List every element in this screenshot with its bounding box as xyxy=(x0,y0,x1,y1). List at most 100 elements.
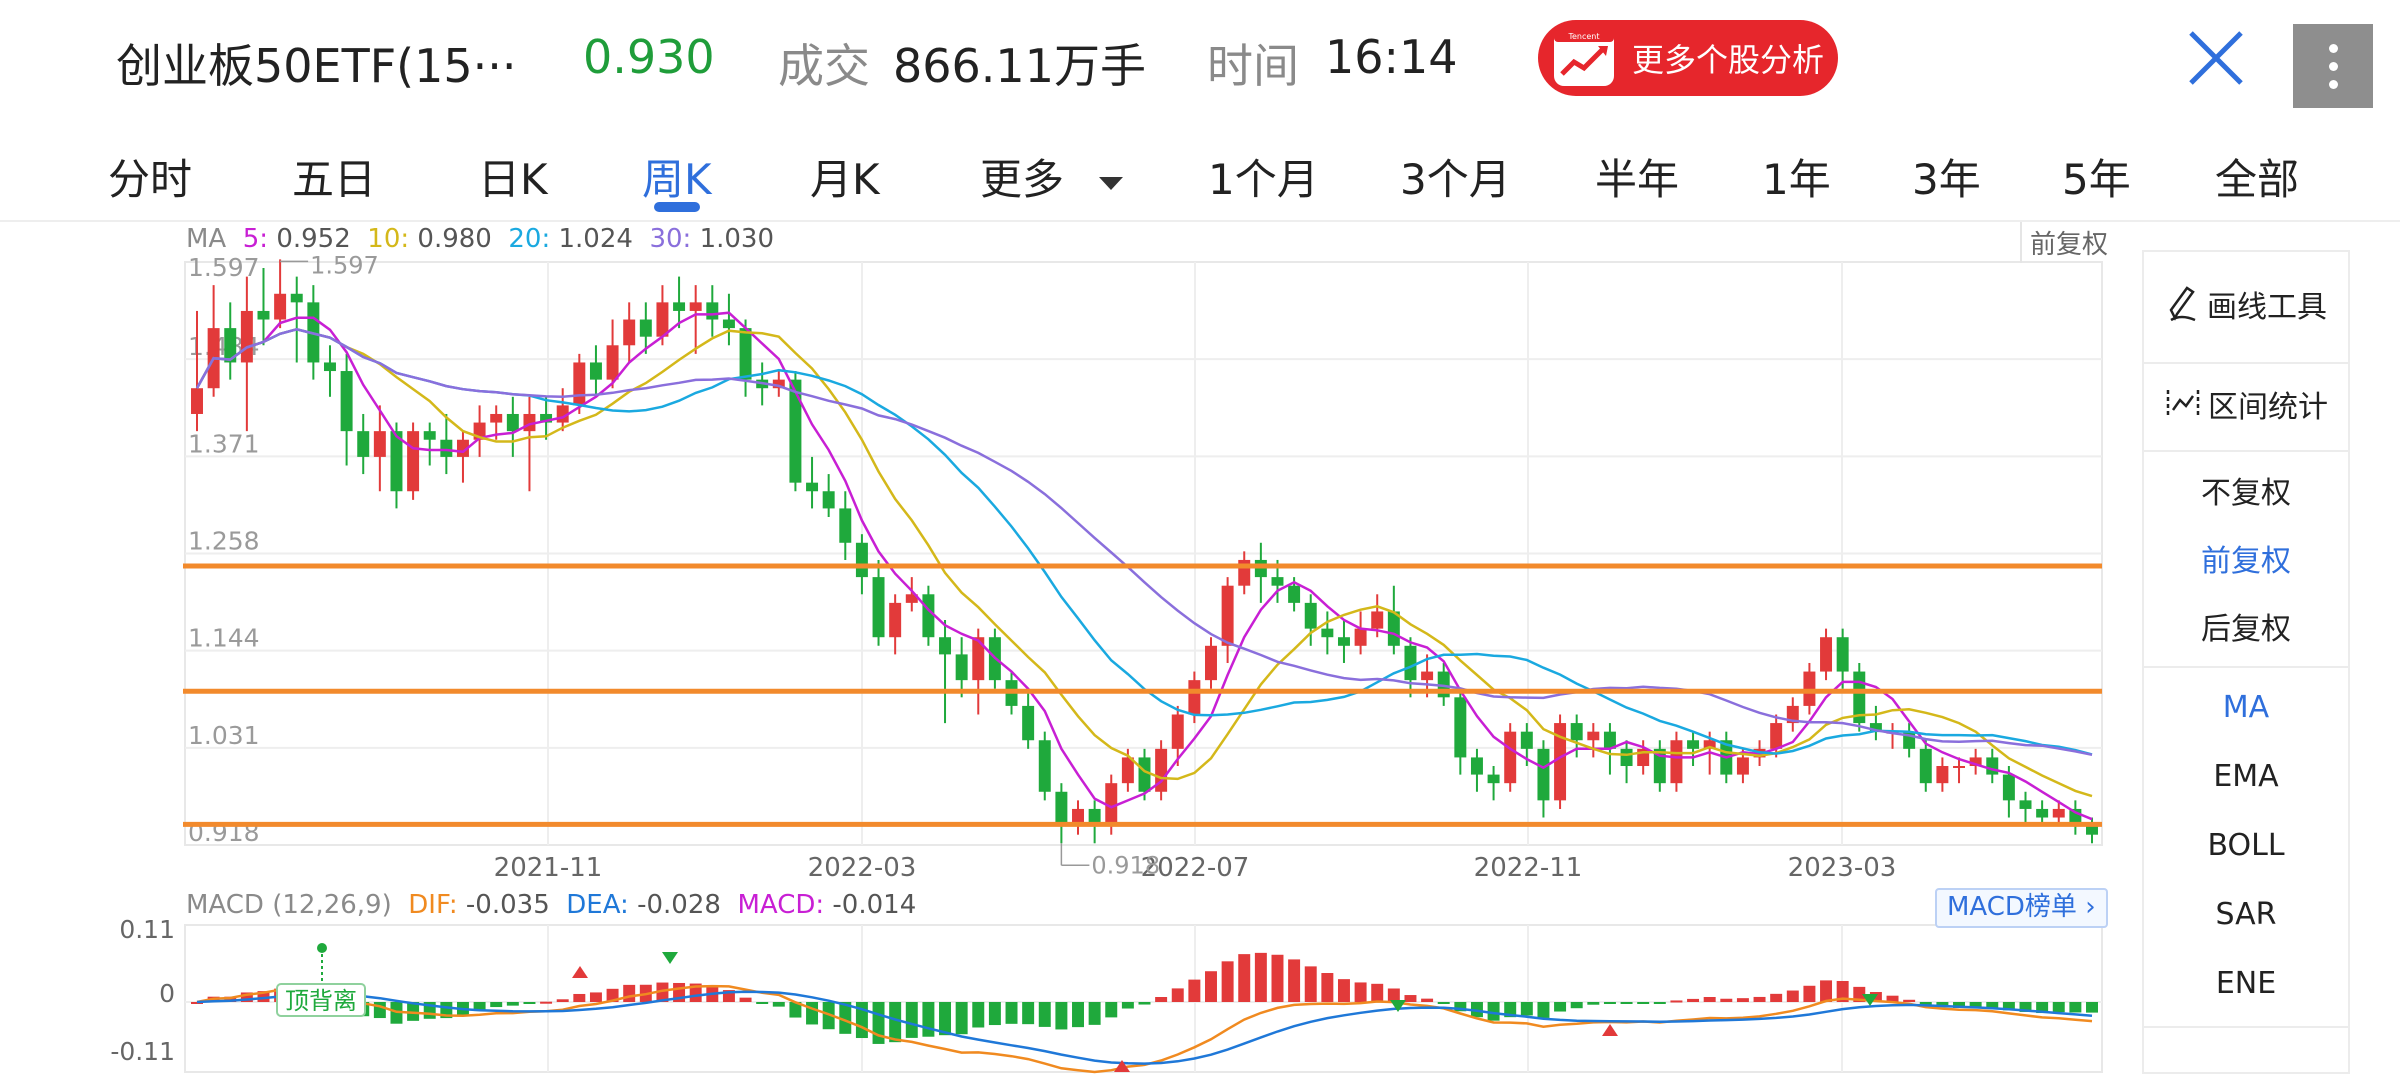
macd-params: (12,26,9) xyxy=(272,890,392,920)
macd-hist-bar xyxy=(1371,983,1384,1002)
ma10-value: 0.980 xyxy=(417,224,492,254)
candle-body xyxy=(656,302,669,337)
active-tab-indicator xyxy=(654,202,700,212)
x-tick-label: 2021-11 xyxy=(494,853,603,883)
indicator-boll[interactable]: BOLL xyxy=(2207,828,2285,863)
macd-hist-bar xyxy=(523,1002,536,1004)
x-tick-label: 2022-03 xyxy=(808,853,917,883)
candle-body xyxy=(1188,680,1201,715)
dif-label: DIF: xyxy=(408,890,458,920)
candle-body xyxy=(623,319,636,346)
x-tick-label: 2023-03 xyxy=(1788,853,1897,883)
ma5-label: 5: xyxy=(242,224,269,254)
macd-hist-bar xyxy=(1038,1002,1051,1027)
tab-weekly-k[interactable]: 周K xyxy=(642,155,712,204)
indicator-ene[interactable]: ENE xyxy=(2215,966,2277,1001)
macd-hist-bar xyxy=(839,1002,852,1034)
candle-body xyxy=(523,413,536,432)
macd-hist-bar xyxy=(1653,1002,1666,1004)
adjust-forward[interactable]: 前复权 xyxy=(2201,544,2291,579)
tab-3-year[interactable]: 3年 xyxy=(1912,155,1981,204)
candle-body xyxy=(1321,628,1334,638)
macd-hist-bar xyxy=(1387,988,1400,1002)
more-analysis-button[interactable]: Tencent 更多个股分析 xyxy=(1538,20,1838,96)
macd-hist-bar xyxy=(1570,1002,1583,1009)
tab-3-month[interactable]: 3个月 xyxy=(1400,155,1511,204)
candle-body xyxy=(1969,757,1982,767)
cross-marker-icon xyxy=(1390,1000,1406,1012)
macd-hist-bar xyxy=(972,1002,985,1028)
macd-hist-bar xyxy=(1188,979,1201,1002)
candle-body xyxy=(1072,808,1084,827)
candle-body xyxy=(573,362,586,406)
indicator-ma[interactable]: MA xyxy=(2222,690,2270,725)
candle-body xyxy=(1703,740,1716,749)
macd-hist-bar xyxy=(589,992,602,1002)
candle-body xyxy=(1304,602,1317,629)
macd-rank-button[interactable]: MACD榜单 › xyxy=(1935,888,2108,928)
cross-marker-icon xyxy=(662,952,678,964)
tab-monthly-k[interactable]: 月K xyxy=(810,155,880,204)
macd-value: -0.014 xyxy=(832,890,917,920)
y-tick-label: 1.144 xyxy=(188,624,260,653)
macd-hist-bar xyxy=(689,983,702,1002)
dif-line xyxy=(196,984,2093,1074)
tab-intraday[interactable]: 分时 xyxy=(108,155,193,204)
candle-body xyxy=(373,431,386,457)
draw-tool-button[interactable]: 画线工具 xyxy=(2144,274,2348,334)
candle-body xyxy=(473,422,486,440)
candle-body xyxy=(456,439,469,457)
candle-body xyxy=(1105,783,1118,827)
adjust-none[interactable]: 不复权 xyxy=(2201,476,2291,511)
candle-body xyxy=(1254,559,1267,578)
close-icon[interactable] xyxy=(2186,28,2246,88)
macd-hist-bar xyxy=(1736,998,1749,1002)
tab-five-day[interactable]: 五日 xyxy=(292,155,377,204)
adjust-backward[interactable]: 后复权 xyxy=(2201,612,2291,647)
macd-rank-label: MACD榜单 xyxy=(1947,892,2077,922)
macd-hist-bar xyxy=(1337,979,1350,1002)
divergence-dot xyxy=(317,943,327,953)
candle-body xyxy=(1155,748,1168,792)
range-stat-icon xyxy=(2166,390,2200,418)
macd-hist-bar xyxy=(191,1002,203,1004)
indicator-ema[interactable]: EMA xyxy=(2213,759,2279,794)
macd-hist-bar xyxy=(872,1002,885,1044)
more-options-icon[interactable] xyxy=(2293,24,2373,108)
ma30-line xyxy=(195,328,2093,757)
chevron-right-icon: › xyxy=(2085,892,2096,922)
adjust-tag[interactable]: 前复权 xyxy=(2020,222,2116,263)
candle-body xyxy=(1437,671,1450,698)
macd-hist-bar xyxy=(939,1002,952,1036)
tab-daily-k[interactable]: 日K xyxy=(478,155,548,204)
macd-hist-bar xyxy=(1288,959,1301,1002)
ma5-value: 0.952 xyxy=(276,224,351,254)
tab-half-year[interactable]: 半年 xyxy=(1595,155,1680,204)
candle-body xyxy=(1803,671,1816,706)
candle-body xyxy=(290,293,303,303)
macd-hist-bar xyxy=(1803,985,1816,1002)
macd-hist-bar xyxy=(1304,966,1317,1002)
macd-hist-bar xyxy=(1753,996,1766,1002)
macd-value-label: MACD: xyxy=(737,890,825,920)
y-tick-label: 1.258 xyxy=(188,527,260,556)
tab-5-year[interactable]: 5年 xyxy=(2062,155,2131,204)
macd-hist-bar xyxy=(1770,993,1783,1002)
macd-hist-bar xyxy=(423,1002,436,1019)
tab-more[interactable]: 更多 xyxy=(980,146,1125,207)
macd-hist-bar xyxy=(1055,1002,1068,1030)
draw-tool-label: 画线工具 xyxy=(2207,290,2327,325)
macd-hist-bar xyxy=(1121,1002,1134,1009)
tab-all[interactable]: 全部 xyxy=(2215,155,2300,204)
macd-hist-bar xyxy=(2019,1002,2032,1012)
indicator-sar[interactable]: SAR xyxy=(2215,897,2277,932)
range-stat-button[interactable]: 区间统计 xyxy=(2144,374,2348,434)
macd-hist-bar xyxy=(1005,1002,1018,1024)
candle-body xyxy=(257,310,270,320)
period-tabs: 分时 五日 日K 周K 月K 更多 1个月 3个月 半年 1年 3年 5年 全部 xyxy=(0,128,2400,218)
macd-hist-bar xyxy=(623,984,636,1002)
divergence-label: 顶背离 xyxy=(285,987,357,1015)
tab-1-year[interactable]: 1年 xyxy=(1762,155,1831,204)
tab-1-month[interactable]: 1个月 xyxy=(1208,155,1319,204)
